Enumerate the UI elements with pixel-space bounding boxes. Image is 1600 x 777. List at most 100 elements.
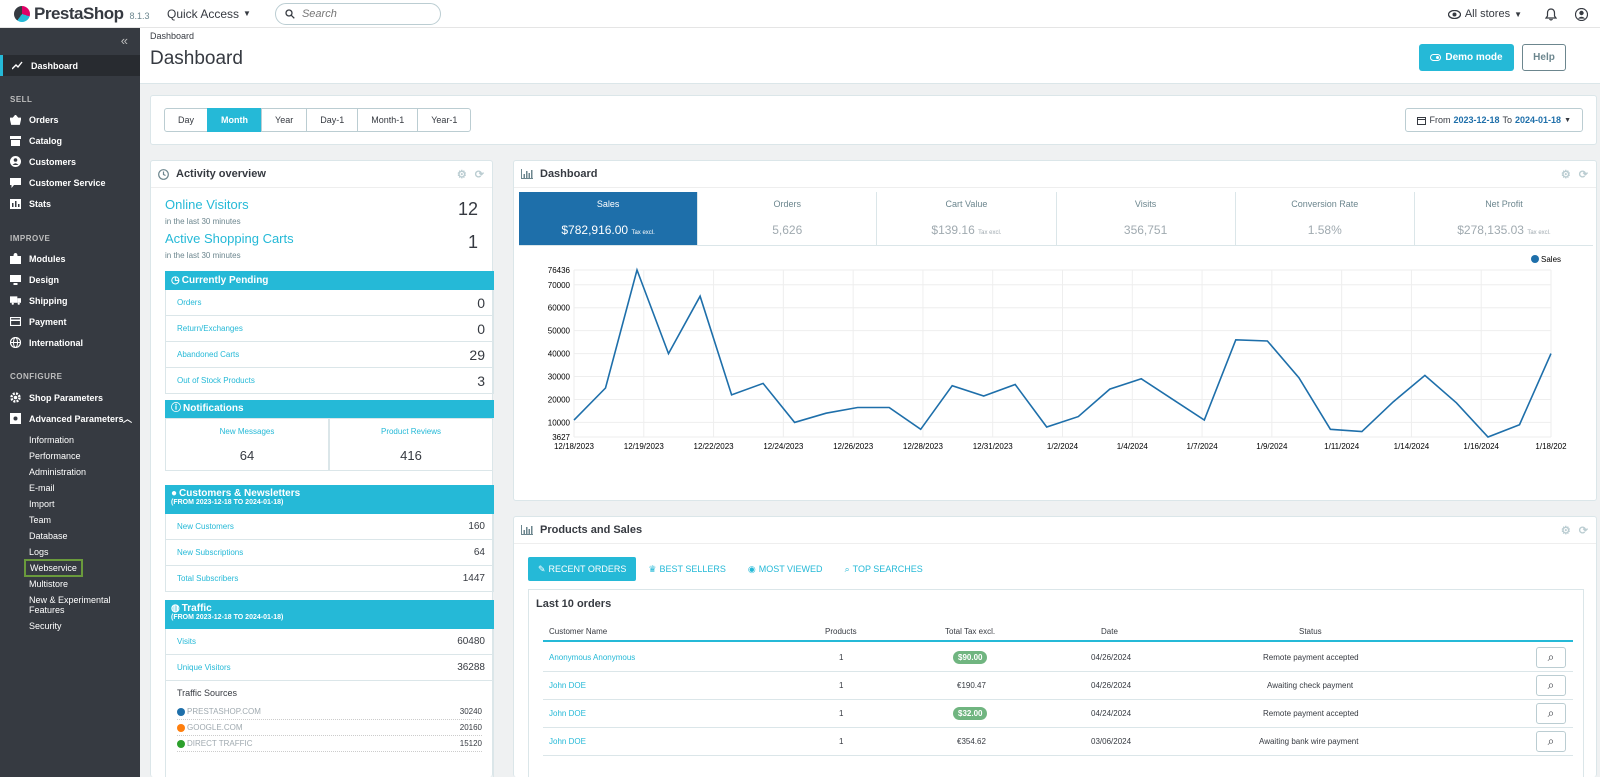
- kpi-net-profit[interactable]: Net Profit $278,135.03 Tax excl.: [1415, 192, 1593, 245]
- sidebar-subitem-performance[interactable]: Performance: [29, 451, 81, 461]
- customer-name-link[interactable]: John DOE: [549, 737, 586, 746]
- sidebar-subitem-multistore[interactable]: Multistore: [29, 579, 69, 589]
- sidebar-subitem-information[interactable]: Information: [29, 435, 75, 445]
- search-input[interactable]: [301, 7, 422, 20]
- products-tabs: ✎ RECENT ORDERS ♛ BEST SELLERS ◉ MOST VIEWE…: [528, 557, 935, 581]
- total-badge: $32.00: [953, 707, 988, 720]
- gear-icon[interactable]: ⚙: [1560, 169, 1571, 181]
- view-order-button[interactable]: ⌕: [1536, 675, 1566, 696]
- kpi-conversion-rate[interactable]: Conversion Rate 1.58%: [1236, 192, 1415, 245]
- customer-name-link[interactable]: John DOE: [549, 709, 586, 718]
- customers-range: (FROM 2023-12-18 TO 2024-01-18): [171, 499, 284, 506]
- quick-access-dropdown[interactable]: Quick Access ▼: [167, 7, 251, 21]
- sidebar-subitem-webservice[interactable]: Webservice: [24, 559, 83, 577]
- sidebar-item-advanced-parameters[interactable]: Advanced Parameters ︿: [0, 408, 140, 429]
- account-icon[interactable]: [1573, 6, 1589, 22]
- help-button[interactable]: Help: [1522, 44, 1566, 71]
- sidebar-item-customers[interactable]: Customers: [0, 151, 140, 172]
- customer-name-link[interactable]: John DOE: [549, 681, 586, 690]
- collapse-sidebar-icon[interactable]: «: [120, 33, 128, 48]
- period-month-button[interactable]: Month: [207, 108, 263, 132]
- kpi-sales[interactable]: Sales $782,916.00 Tax excl.: [519, 192, 699, 245]
- kpi-visits[interactable]: Visits 356,751: [1057, 192, 1236, 245]
- view-order-button[interactable]: ⌕: [1536, 703, 1566, 724]
- sidebar-item-catalog[interactable]: Catalog: [0, 130, 140, 151]
- pending-row[interactable]: Orders 0: [165, 290, 494, 316]
- sidebar-item-design[interactable]: Design: [0, 269, 140, 290]
- pending-label: Return/Exchanges: [177, 324, 243, 333]
- sidebar-subitem-security[interactable]: Security: [29, 621, 62, 631]
- sidebar-subitem-logs[interactable]: Logs: [29, 547, 49, 557]
- gear-icon[interactable]: ⚙: [1560, 525, 1571, 537]
- refresh-icon[interactable]: ⟳: [474, 169, 484, 181]
- sidebar-item-payment[interactable]: Payment: [0, 311, 140, 332]
- sidebar-subitem-team[interactable]: Team: [29, 515, 52, 525]
- breadcrumb[interactable]: Dashboard: [150, 31, 195, 41]
- sidebar-item-label: Payment: [29, 316, 67, 327]
- tab-most-viewed[interactable]: ◉ MOST VIEWED: [738, 557, 833, 581]
- active-carts-link[interactable]: Active Shopping Carts: [165, 231, 294, 246]
- period-year-minus-1-button[interactable]: Year-1: [417, 108, 472, 132]
- demo-mode-button[interactable]: Demo mode: [1419, 44, 1514, 71]
- period-button-group: Day Month Year Day-1 Month-1 Year-1: [164, 108, 472, 132]
- sales-series-line: [573, 267, 1552, 438]
- search-icon: ⌕: [1547, 734, 1555, 748]
- customers-row[interactable]: New Customers 160: [165, 514, 494, 540]
- traffic-row[interactable]: Unique Visitors 36288: [165, 655, 494, 681]
- period-day-minus-1-button[interactable]: Day-1: [306, 108, 359, 132]
- pending-row[interactable]: Out of Stock Products 3: [165, 368, 494, 394]
- gear-icon[interactable]: ⚙: [456, 169, 467, 181]
- sidebar-item-shipping[interactable]: Shipping: [0, 290, 140, 311]
- refresh-icon[interactable]: ⟳: [1578, 525, 1588, 537]
- date-from-label: From: [1429, 115, 1451, 125]
- refresh-icon[interactable]: ⟳: [1578, 169, 1588, 181]
- prestashop-logo[interactable]: PrestaShop 8.1.3: [14, 4, 153, 24]
- customers-newsletters-title: Customers & Newsletters: [179, 488, 301, 499]
- pending-label: Abandoned Carts: [177, 350, 240, 359]
- sidebar-item-modules[interactable]: Modules: [0, 248, 140, 269]
- product-reviews-cell[interactable]: Product Reviews 416: [329, 418, 493, 471]
- period-day-button[interactable]: Day: [164, 108, 209, 132]
- kpi-row: Sales $782,916.00 Tax excl. Orders 5,626 C…: [519, 192, 1593, 246]
- brand-name: PrestaShop: [34, 3, 124, 23]
- sidebar-subitem-administration[interactable]: Administration: [29, 467, 87, 477]
- info-icon: ⓘ: [171, 403, 181, 414]
- period-year-button[interactable]: Year: [261, 108, 308, 132]
- customer-name-link[interactable]: Anonymous Anonymous: [549, 653, 636, 662]
- sidebar-subitem-database[interactable]: Database: [29, 531, 68, 541]
- sidebar-item-stats[interactable]: Stats: [0, 193, 140, 214]
- tab-best-sellers[interactable]: ♛ BEST SELLERS: [638, 557, 735, 581]
- pending-row[interactable]: Return/Exchanges 0: [165, 316, 494, 342]
- sidebar-subitem-new-experimental-features[interactable]: New & Experimental Features: [29, 595, 111, 615]
- customers-label: New Customers: [177, 522, 234, 531]
- kpi-cart-value[interactable]: Cart Value $139.16 Tax excl.: [877, 192, 1057, 245]
- sidebar-item-orders[interactable]: Orders: [0, 109, 140, 130]
- bar-chart-icon: [521, 525, 533, 535]
- period-toolbar: Day Month Year Day-1 Month-1 Year-1 From…: [150, 95, 1597, 145]
- tab-top-searches[interactable]: ⌕ TOP SEARCHES: [835, 557, 933, 581]
- customers-row[interactable]: New Subscriptions 64: [165, 540, 494, 566]
- period-month-minus-1-button[interactable]: Month-1: [357, 108, 419, 132]
- sidebar-item-international[interactable]: International: [0, 332, 140, 353]
- tab-recent-orders[interactable]: ✎ RECENT ORDERS: [528, 557, 637, 581]
- customers-row[interactable]: Total Subscribers 1447: [165, 566, 494, 592]
- y-tick-label: 3627: [552, 433, 570, 442]
- pending-row[interactable]: Abandoned Carts 29: [165, 342, 494, 368]
- online-visitors-link[interactable]: Online Visitors: [165, 197, 249, 212]
- bell-icon[interactable]: [1543, 6, 1559, 22]
- sidebar-subitem-import[interactable]: Import: [29, 499, 55, 509]
- kpi-orders[interactable]: Orders 5,626: [698, 192, 878, 245]
- traffic-row[interactable]: Visits 60480: [165, 629, 494, 655]
- search-box[interactable]: [274, 2, 441, 25]
- sidebar-item-customer-service[interactable]: Customer Service: [0, 172, 140, 193]
- date-range-picker[interactable]: From 2023-12-18 To 2024-01-18 ▼: [1405, 108, 1583, 132]
- view-order-button[interactable]: ⌕: [1536, 731, 1566, 752]
- pending-label: Out of Stock Products: [177, 376, 255, 385]
- traffic-source-row: DIRECT TRAFFIC 15120: [177, 736, 482, 752]
- sidebar-item-shop-parameters[interactable]: Shop Parameters: [0, 387, 140, 408]
- sidebar-subitem-email[interactable]: E-mail: [29, 483, 55, 493]
- store-selector[interactable]: All stores ▼: [1447, 8, 1522, 20]
- sidebar-item-dashboard[interactable]: Dashboard: [0, 55, 140, 76]
- view-order-button[interactable]: ⌕: [1536, 647, 1566, 668]
- new-messages-cell[interactable]: New Messages 64: [165, 418, 329, 471]
